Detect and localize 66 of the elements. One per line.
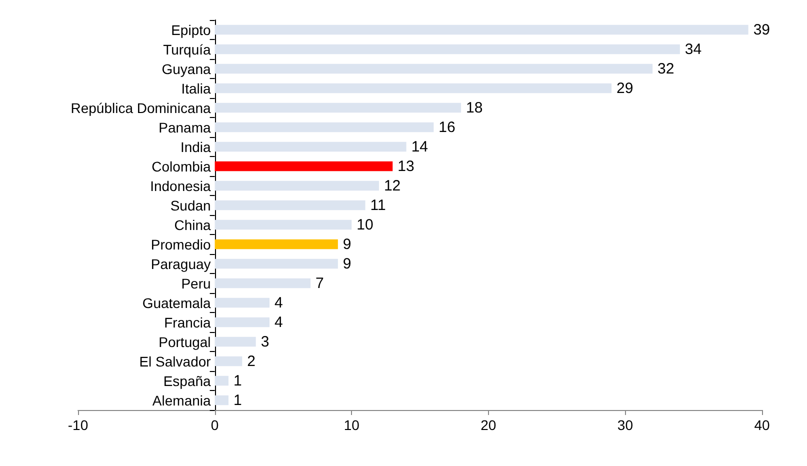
bar xyxy=(214,102,462,113)
x-tick-label: 0 xyxy=(210,417,219,433)
data-label: 3 xyxy=(260,333,270,350)
y-tick-label: Guyana xyxy=(162,60,211,77)
y-tick-label: Paraguay xyxy=(150,256,211,272)
x-tick-label: 10 xyxy=(344,417,360,433)
data-label: 18 xyxy=(466,99,483,116)
y-tick-label: República Dominicana xyxy=(70,100,212,116)
data-label: 1 xyxy=(233,392,242,409)
y-tick-label: Sudan xyxy=(170,197,211,214)
bar xyxy=(214,122,434,132)
data-label: 34 xyxy=(684,40,702,58)
y-tick-label: Epipto xyxy=(171,22,212,38)
y-tick-label: El Salvador xyxy=(139,353,212,370)
y-tick-label: Colombia xyxy=(152,158,212,174)
bar xyxy=(214,83,612,94)
data-label: 16 xyxy=(438,118,456,136)
data-label: 13 xyxy=(398,158,414,175)
data-label: 2 xyxy=(247,352,256,370)
y-tick-label: Indonesia xyxy=(150,178,212,194)
y-tick-label: Peru xyxy=(181,275,211,292)
data-label: 12 xyxy=(384,177,401,194)
y-tick-label: Portugal xyxy=(158,334,211,350)
y-tick-label: Promedio xyxy=(150,236,212,252)
x-tick-label: -10 xyxy=(68,417,88,433)
bar xyxy=(214,356,242,366)
y-tick-label: China xyxy=(174,216,211,233)
bar xyxy=(214,161,393,172)
data-label: 32 xyxy=(658,60,674,78)
x-tick-label: 40 xyxy=(754,417,770,433)
data-label: 9 xyxy=(342,255,352,272)
data-label: 10 xyxy=(356,216,374,234)
bar xyxy=(214,395,228,406)
data-label: 39 xyxy=(753,21,770,38)
bar xyxy=(214,298,270,308)
y-tick-label: Turquía xyxy=(163,41,212,58)
bar xyxy=(214,64,653,74)
x-tick-label: 30 xyxy=(617,417,634,433)
x-tick-label: 20 xyxy=(480,417,496,433)
y-tick-label: Panama xyxy=(158,119,211,136)
data-label: 29 xyxy=(616,80,634,97)
y-tick-label: Guatemala xyxy=(142,294,212,311)
data-label: 7 xyxy=(316,274,324,292)
bar xyxy=(214,44,680,54)
bar xyxy=(214,336,256,347)
y-tick-label: Alemania xyxy=(152,392,212,408)
data-label: 9 xyxy=(342,236,352,253)
y-tick-label: Italia xyxy=(181,80,212,96)
bar xyxy=(214,220,352,230)
bar xyxy=(214,258,338,269)
bar xyxy=(214,180,379,191)
bar xyxy=(214,200,366,210)
data-label: 4 xyxy=(274,294,283,312)
y-tick-label: España xyxy=(163,372,212,389)
bar xyxy=(214,278,311,288)
bar xyxy=(214,142,406,152)
bar xyxy=(214,376,228,386)
y-tick-label: India xyxy=(180,138,212,155)
data-label: 14 xyxy=(411,138,428,156)
data-label: 4 xyxy=(274,314,283,331)
bar xyxy=(214,24,748,35)
data-label: 11 xyxy=(370,196,386,214)
data-label: 1 xyxy=(233,372,242,390)
y-tick-label: Francia xyxy=(164,314,212,330)
bar xyxy=(214,317,270,328)
bar xyxy=(214,239,338,250)
